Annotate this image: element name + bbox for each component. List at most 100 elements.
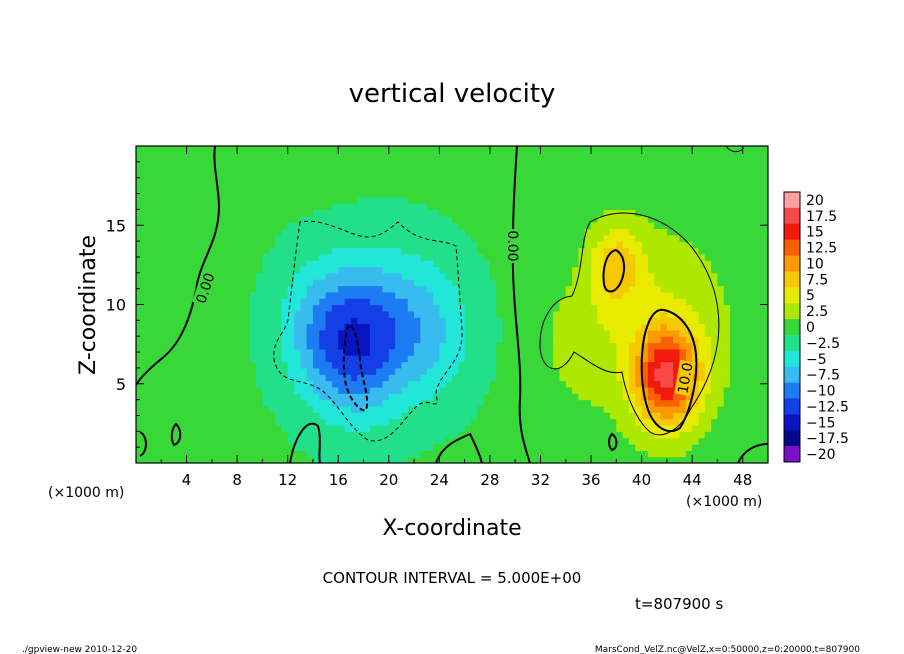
heatmap-cell [635,177,643,185]
heatmap-cell [489,405,497,413]
heatmap-cell [344,203,352,210]
heatmap-cell [382,424,390,432]
heatmap-cell [483,177,491,185]
heatmap-cell [654,317,662,325]
heatmap-cell [382,152,390,160]
heatmap-cell [477,431,485,439]
heatmap-cell [458,399,466,407]
heatmap-cell [218,336,226,344]
heatmap-cell [458,247,466,255]
heatmap-cell [717,177,725,185]
heatmap-cell [363,342,371,350]
heatmap-cell [470,380,478,388]
heatmap-cell [692,418,700,426]
heatmap-cell [275,171,282,179]
heatmap-cell [395,431,403,439]
heatmap-cell [730,317,737,325]
heatmap-cell [275,380,282,388]
heatmap-cell [382,146,390,153]
heatmap-cell [635,380,643,388]
heatmap-cell [287,222,295,230]
heatmap-cell [344,266,352,274]
heatmap-cell [666,336,674,344]
heatmap-cell [211,190,219,198]
heatmap-cell [559,450,567,458]
heatmap-cell [243,266,251,274]
heatmap-cell [186,374,194,382]
heatmap-cell [502,348,510,356]
heatmap-cell [458,456,466,463]
heatmap-cell [300,272,308,280]
heatmap-cell [521,310,529,318]
heatmap-cell [414,279,421,287]
heatmap-cell [761,405,768,413]
heatmap-cell [755,399,763,407]
heatmap-cell [167,190,175,198]
heatmap-cell [736,234,744,242]
heatmap-cell [622,399,630,407]
heatmap-cell [578,228,586,236]
heatmap-cell [749,431,756,439]
heatmap-cell [243,234,251,242]
heatmap-cell [167,272,175,280]
heatmap-cell [742,152,750,160]
heatmap-cell [350,152,358,160]
heatmap-cell [483,247,491,255]
heatmap-cell [584,152,592,160]
heatmap-cell [256,450,263,458]
heatmap-cell [167,215,175,223]
heatmap-cell [692,171,700,179]
heatmap-cell [433,152,440,160]
heatmap-cell [218,456,226,463]
heatmap-cell [647,291,655,299]
heatmap-cell [477,380,485,388]
heatmap-cell [148,405,156,413]
heatmap-cell [546,171,554,179]
heatmap-cell [628,158,636,166]
heatmap-cell [572,234,579,242]
heatmap-cell [401,443,409,451]
heatmap-cell [452,272,459,280]
heatmap-cell [534,323,542,331]
heatmap-cell [445,203,453,210]
heatmap-cell [350,380,358,388]
heatmap-cell [363,329,371,337]
heatmap-cell [628,247,636,255]
heatmap-cell [622,456,630,463]
heatmap-cell [660,241,668,249]
heatmap-cell [249,304,257,312]
heatmap-cell [572,355,579,363]
heatmap-cell [382,443,390,451]
heatmap-cell [572,393,579,401]
heatmap-cell [319,196,327,204]
heatmap-cell [136,424,143,432]
heatmap-cell [591,374,598,382]
heatmap-cell [167,336,175,344]
heatmap-cell [660,380,668,388]
heatmap-cell [199,393,207,401]
heatmap-cell [666,146,674,153]
heatmap-cell [230,285,238,293]
heatmap-cell [654,386,662,394]
heatmap-cell [565,310,573,318]
heatmap-cell [610,171,617,179]
heatmap-cell [186,386,194,394]
heatmap-cell [679,456,687,463]
heatmap-cell [249,374,257,382]
heatmap-cell [262,443,270,451]
heatmap-cell [641,380,649,388]
heatmap-cell [540,298,548,306]
heatmap-cell [527,222,535,230]
heatmap-cell [679,272,687,280]
heatmap-cell [749,152,756,160]
heatmap-cell [641,253,649,261]
heatmap-cell [382,380,390,388]
heatmap-cell [647,222,655,230]
heatmap-cell [559,272,567,280]
heatmap-cell [458,228,466,236]
heatmap-cell [553,177,561,185]
heatmap-cell [395,222,403,230]
heatmap-cell [312,386,320,394]
heatmap-cell [224,424,232,432]
heatmap-cell [761,247,768,255]
